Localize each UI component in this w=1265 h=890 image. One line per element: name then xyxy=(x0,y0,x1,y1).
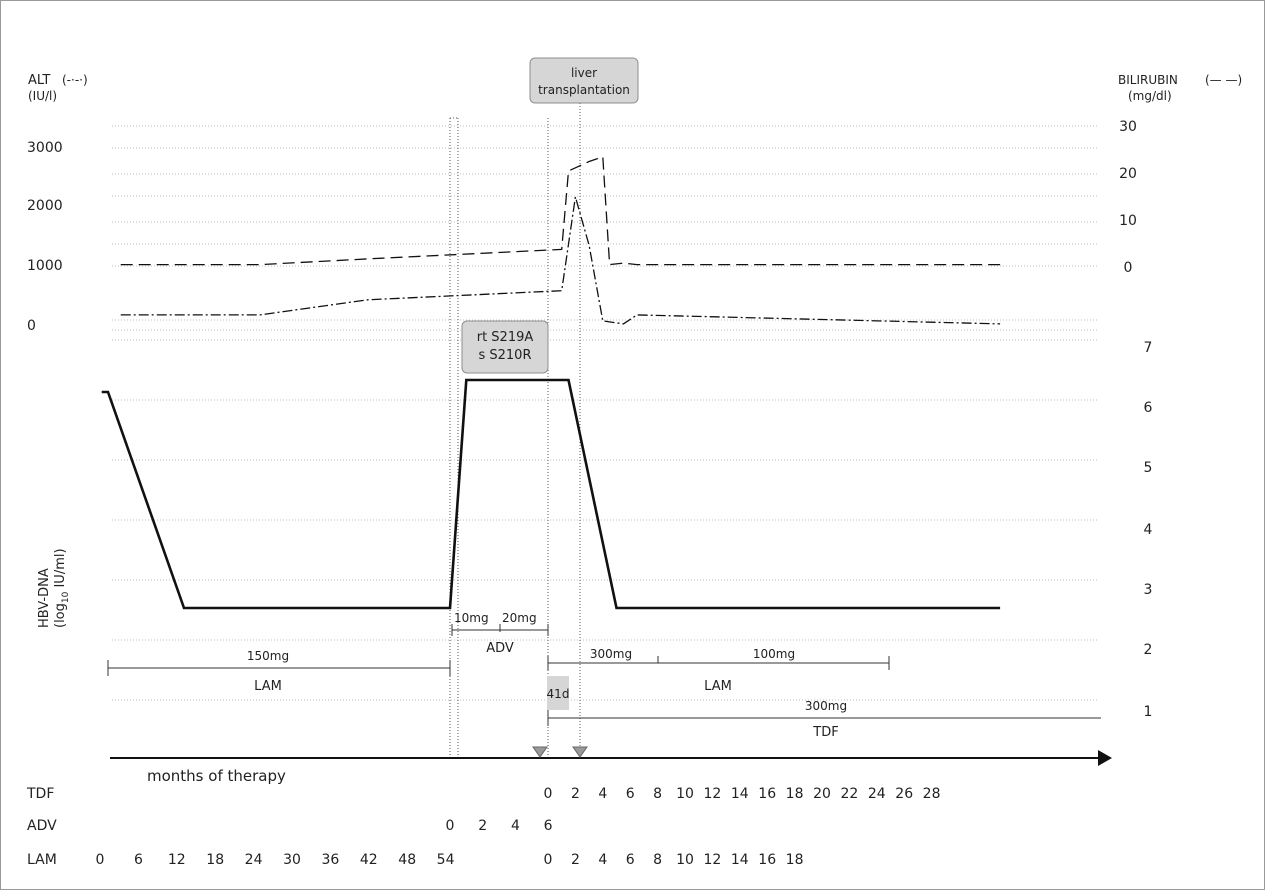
bilirubin-tick-label: 30 xyxy=(1119,119,1137,135)
month-tick-label: 26 xyxy=(895,786,913,802)
adv-dose2-label: 20mg xyxy=(502,611,537,625)
month-tick-label: 2 xyxy=(478,818,487,834)
hbv-axis-unit: (log10 IU/ml) xyxy=(53,548,71,628)
month-tick-label: 12 xyxy=(703,852,721,868)
bilirubin-ticks: 30 20 10 0 xyxy=(1119,119,1137,276)
month-tick-label: 28 xyxy=(923,786,941,802)
bilirubin-legend-key: (— —) xyxy=(1205,73,1242,87)
series-alt-line xyxy=(120,196,1001,325)
hbv-axis-title: HBV-DNA (log10 IU/ml) xyxy=(37,548,71,628)
gap-label: 41d xyxy=(547,687,570,701)
alt-ticks: 3000 2000 1000 0 xyxy=(27,140,63,334)
marker-mutation-arrow xyxy=(532,746,548,758)
month-tick-label: 6 xyxy=(544,818,553,834)
month-tick-label: 10 xyxy=(676,786,694,802)
month-tick-label: 10 xyxy=(676,852,694,868)
row-label-lam: LAM xyxy=(27,852,57,868)
tdf-dose-label: 300mg xyxy=(805,699,847,713)
hbv-tick-label: 5 xyxy=(1144,460,1153,476)
month-tick-label: 6 xyxy=(626,852,635,868)
mutation-label-box xyxy=(461,320,549,374)
month-tick-label: 8 xyxy=(653,852,662,868)
adv-drug-label: ADV xyxy=(486,641,514,656)
month-tick-label: 20 xyxy=(813,786,831,802)
alt-tick-label: 2000 xyxy=(27,198,63,214)
transplant-label-box xyxy=(529,57,639,104)
month-tick-label: 18 xyxy=(206,852,224,868)
month-tick-label: 0 xyxy=(446,818,455,834)
bilirubin-axis-unit: (mg/dl) xyxy=(1128,89,1172,103)
adv-dose1-label: 10mg xyxy=(454,611,489,625)
month-tick-label: 22 xyxy=(840,786,858,802)
alt-axis-label: ALT xyxy=(28,73,50,88)
time-axis-arrowhead xyxy=(1098,750,1112,766)
series-lines xyxy=(101,155,1001,610)
month-tick-label: 42 xyxy=(360,852,378,868)
month-tick-label: 4 xyxy=(511,818,520,834)
row-label-adv: ADV xyxy=(27,818,57,834)
month-tick-label: 6 xyxy=(626,786,635,802)
month-tick-label: 8 xyxy=(653,786,662,802)
hbv-tick-label: 6 xyxy=(1144,400,1153,416)
alt-tick-label: 3000 xyxy=(27,140,63,156)
lam-second-dose1-label: 300mg xyxy=(590,647,632,661)
alt-axis-unit: (IU/l) xyxy=(28,89,57,103)
month-tick-label: 48 xyxy=(398,852,416,868)
month-tick-label: 2 xyxy=(571,852,580,868)
hbv-tick-label: 2 xyxy=(1144,642,1153,658)
lam-first-drug-label: LAM xyxy=(254,679,282,694)
alt-tick-label: 0 xyxy=(27,318,36,334)
alt-tick-label: 1000 xyxy=(27,258,63,274)
month-tick-label: 12 xyxy=(703,786,721,802)
hbv-tick-label: 1 xyxy=(1144,704,1153,720)
bilirubin-axis-label: BILIRUBIN xyxy=(1118,73,1178,87)
hbv-tick-label: 3 xyxy=(1144,582,1153,598)
gridlines xyxy=(112,125,1098,701)
mutation-line2: s S210R xyxy=(478,348,531,363)
month-tick-label: 12 xyxy=(168,852,186,868)
month-tick-label: 4 xyxy=(598,786,607,802)
bilirubin-tick-label: 0 xyxy=(1124,260,1133,276)
month-tick-label: 14 xyxy=(731,786,749,802)
month-tick-label: 14 xyxy=(731,852,749,868)
month-tick-label: 0 xyxy=(96,852,105,868)
lam-second-drug-label: LAM xyxy=(704,679,732,694)
bilirubin-tick-label: 20 xyxy=(1119,166,1137,182)
transplant-label-word1: liver xyxy=(571,66,597,80)
hbv-tick-label: 7 xyxy=(1144,340,1153,356)
lam-first-dose-label: 150mg xyxy=(247,649,289,663)
mutation-line1: rt S219A xyxy=(477,330,534,345)
month-tick-label: 16 xyxy=(758,786,776,802)
month-tick-label: 18 xyxy=(786,852,804,868)
series-hbv-dna-line xyxy=(101,378,1001,610)
hbv-ticks: 7 6 5 4 3 2 1 xyxy=(1144,340,1153,720)
month-tick-label: 16 xyxy=(758,852,776,868)
row-label-tdf: TDF xyxy=(26,786,54,802)
month-tick-label: 54 xyxy=(437,852,455,868)
lam-second-dose2-label: 100mg xyxy=(753,647,795,661)
month-tick-label: 0 xyxy=(544,852,553,868)
marker-transplant-arrow xyxy=(572,746,588,758)
alt-legend-key: (-·-·) xyxy=(62,73,88,87)
month-tick-label: 0 xyxy=(544,786,553,802)
month-tick-label: 4 xyxy=(598,852,607,868)
hbv-axis-label: HBV-DNA xyxy=(37,568,52,628)
month-tick-label: 2 xyxy=(571,786,580,802)
transplant-label-word2: transplantation xyxy=(538,83,630,97)
bilirubin-tick-label: 10 xyxy=(1119,213,1137,229)
tdf-drug-label: TDF xyxy=(812,725,838,740)
month-tick-label: 24 xyxy=(245,852,263,868)
time-axis-title: months of therapy xyxy=(147,767,286,785)
month-tick-label: 24 xyxy=(868,786,886,802)
series-bilirubin-line xyxy=(120,155,1001,266)
month-tick-label: 30 xyxy=(283,852,301,868)
gap-box xyxy=(547,676,569,710)
hbv-tick-label: 4 xyxy=(1144,522,1153,538)
month-tick-label: 6 xyxy=(134,852,143,868)
therapy-period-lines xyxy=(449,103,581,758)
month-tick-label: 36 xyxy=(321,852,339,868)
month-tick-label: 18 xyxy=(786,786,804,802)
